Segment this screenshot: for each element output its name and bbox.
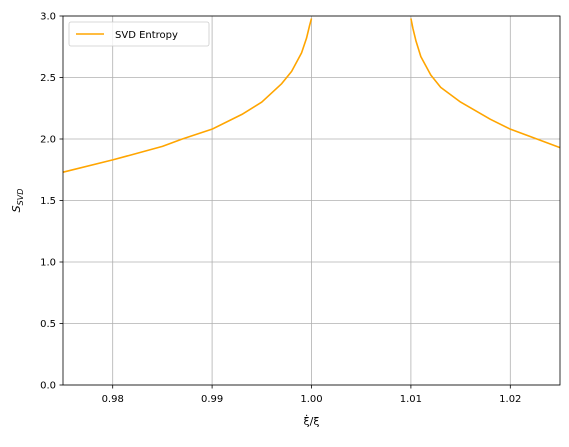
series-layer — [62, 18, 561, 173]
x-tick-label: 0.99 — [201, 394, 223, 405]
y-axis-label-subscript: SVD — [16, 189, 25, 206]
x-tick-label: 1.01 — [400, 394, 422, 405]
y-tick-label: 2.5 — [40, 73, 56, 84]
x-tick-label: 1.00 — [300, 394, 322, 405]
legend-label-svd-entropy: SVD Entropy — [115, 30, 178, 41]
y-tick-label: 1.0 — [40, 258, 56, 269]
ticks: 0.98 0.99 1.00 1.01 1.02 0.0 0.5 1.0 1.5 2.0 2.5 3.… — [40, 12, 521, 406]
y-tick-label: 3.0 — [40, 12, 56, 23]
legend: SVD Entropy — [68, 21, 210, 47]
series-line-segment-2 — [410, 18, 561, 149]
x-axis-label: ξ̇/ξ — [304, 414, 320, 428]
y-tick-label: 1.5 — [40, 196, 56, 207]
y-tick-label: 0.0 — [40, 381, 56, 392]
y-tick-label: 2.0 — [40, 135, 56, 146]
y-axis-label-main: S — [10, 205, 23, 212]
legend-box — [68, 21, 210, 47]
y-axis-label: SSVD — [10, 189, 25, 213]
x-tick-label: 0.98 — [102, 394, 124, 405]
series-line-segment-1 — [62, 18, 313, 173]
y-tick-label: 0.5 — [40, 319, 56, 330]
x-tick-label: 1.02 — [499, 394, 521, 405]
